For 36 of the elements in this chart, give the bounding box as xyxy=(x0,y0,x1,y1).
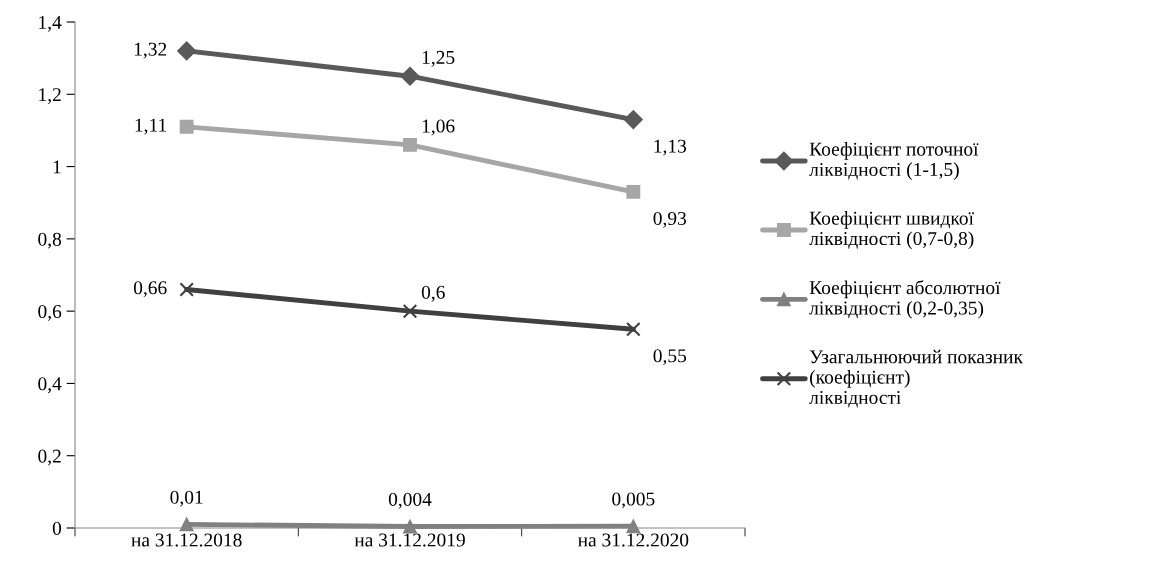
x-tick-label: на 31.12.2020 xyxy=(577,533,689,547)
legend-label: Коефіцієнт абсолютної ліквідності (0,2-0,35) xyxy=(809,280,1001,319)
data-label: 1,25 xyxy=(422,50,455,67)
y-tick-label: 1,4 xyxy=(39,15,62,32)
y-tick-label: 0,8 xyxy=(38,232,62,249)
data-label: 0,004 xyxy=(388,492,432,509)
y-tick-label: 0 xyxy=(52,521,62,535)
point xyxy=(402,303,418,319)
legend-label: Узагальнюючий показник (коефіцієнт) ліквідності xyxy=(809,349,1023,408)
point xyxy=(177,41,197,61)
data-label: 1,06 xyxy=(422,119,455,136)
data-label: 0,6 xyxy=(421,285,445,302)
x-tick-label: на 31.12.2018 xyxy=(131,533,242,547)
legend-label: Коефіцієнт поточної ліквідності (1-1,5) xyxy=(809,142,979,180)
data-label: 1,11 xyxy=(135,118,167,135)
legend-label: Коефіцієнт швидкої ліквідності (0,7-0,8) xyxy=(809,211,974,250)
data-label: 1,13 xyxy=(654,139,687,156)
point xyxy=(403,137,417,152)
point xyxy=(179,282,194,297)
point xyxy=(626,321,641,337)
point xyxy=(400,66,420,86)
data-label: 0,55 xyxy=(653,349,687,366)
y-tick-label: 0,4 xyxy=(38,377,62,394)
data-label: 0,66 xyxy=(133,281,167,298)
data-label: 0,93 xyxy=(653,211,687,228)
point xyxy=(179,119,194,134)
data-label: 1,32 xyxy=(134,42,167,59)
x-tick-label: на 31.12.2019 xyxy=(354,533,465,547)
y-tick-label: 0,6 xyxy=(38,304,62,321)
y-tick-label: 0,2 xyxy=(38,449,61,466)
y-tick-label: 1,2 xyxy=(39,88,61,105)
y-tick-label: 1 xyxy=(53,160,61,174)
data-label: 0,005 xyxy=(612,492,655,509)
point xyxy=(626,184,641,199)
data-label: 0,01 xyxy=(170,490,203,507)
point xyxy=(623,110,643,130)
